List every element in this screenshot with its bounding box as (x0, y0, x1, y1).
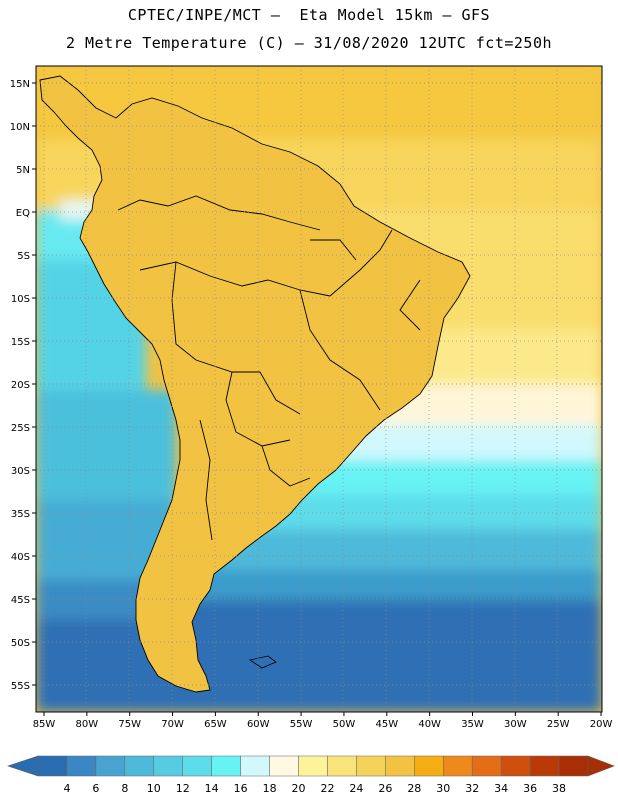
colorbar-label: 30 (436, 782, 450, 795)
longitude-axis: 85W 80W 75W 70W 65W 60W 55W 50W 45W 40W 35W 30W 25W 2… (33, 712, 613, 730)
lat-label: 10S (11, 294, 30, 305)
lat-label: 20S (11, 380, 30, 391)
lat-label: 15S (11, 337, 30, 348)
colorbar-swatch (182, 755, 212, 777)
colorbar-swatch (558, 755, 589, 777)
colorbar-label: 26 (378, 782, 392, 795)
falkland-islands (248, 655, 277, 669)
colorbar-swatch (385, 755, 415, 777)
colorbar-label: 4 (63, 782, 70, 795)
colorbar-label: 12 (176, 782, 190, 795)
lon-label: 45W (375, 719, 398, 730)
lon-label: 30W (504, 719, 527, 730)
lon-label: 85W (33, 719, 56, 730)
lon-label: 55W (290, 719, 313, 730)
colorbar-min-arrow (7, 755, 39, 777)
colorbar-swatch (124, 755, 155, 777)
map-frame (35, 65, 603, 713)
colorbar-swatch (471, 755, 502, 777)
lat-label: 40S (11, 552, 30, 563)
lat-label: 5S (17, 251, 30, 262)
colorbar-swatch (95, 755, 126, 777)
lon-label: 50W (333, 719, 356, 730)
lat-label: 35S (11, 509, 30, 520)
borders (39, 75, 471, 693)
colorbar-label: 24 (349, 782, 363, 795)
colorbar-label: 28 (407, 782, 421, 795)
lon-label: 40W (418, 719, 441, 730)
colorbar-swatch (298, 755, 328, 777)
colorbar-swatch (66, 755, 97, 777)
colorbar-swatch (327, 755, 357, 777)
colorbar-label: 36 (523, 782, 537, 795)
colorbar-swatch (443, 755, 473, 777)
colorbar-swatch (240, 755, 270, 777)
colorbar-label: 20 (292, 782, 306, 795)
colorbar-label: 16 (234, 782, 248, 795)
lat-label: 30S (11, 466, 30, 477)
lat-label: 25S (11, 423, 30, 434)
lon-label: 75W (118, 719, 141, 730)
lat-label: 10N (10, 122, 30, 133)
colorbar-label: 18 (263, 782, 277, 795)
colorbar-swatch (414, 755, 444, 777)
colorbar-label: 6 (92, 782, 99, 795)
colorbar-swatch (153, 755, 183, 777)
lat-label: 50S (11, 638, 30, 649)
map-title-line1: CPTEC/INPE/MCT – Eta Model 15km – GFS (127, 6, 491, 24)
map-title-line2: 2 Metre Temperature (C) – 31/08/2020 12U… (65, 34, 553, 52)
lon-label: 65W (204, 719, 227, 730)
map-field (36, 66, 602, 712)
colorbar-label: 10 (147, 782, 161, 795)
colorbar-swatch (529, 755, 560, 777)
lon-label: 60W (247, 719, 270, 730)
lon-label: 70W (161, 719, 184, 730)
latitude-axis: 15N 10N 5N EQ 5S 10S 15S 20S 25S 30S 35S 40S 45S 50S 5… (10, 79, 36, 692)
colorbar-label: 22 (320, 782, 334, 795)
lat-label: 55S (11, 681, 30, 692)
lon-label: 80W (76, 719, 99, 730)
lat-label: EQ (16, 208, 30, 219)
colorbar-label: 38 (552, 782, 566, 795)
lon-label: 35W (461, 719, 484, 730)
lat-label: 45S (11, 595, 30, 606)
colorbar-swatch (37, 755, 68, 777)
colorbar-swatch (356, 755, 386, 777)
colorbar-label: 34 (494, 782, 508, 795)
colorbar-label: 14 (205, 782, 219, 795)
colorbar-swatch (269, 755, 299, 777)
colorbar-swatch (500, 755, 531, 777)
lat-label: 5N (16, 165, 30, 176)
lat-label: 15N (10, 79, 30, 90)
colorbar-swatch (211, 755, 241, 777)
colorbar: 4 6 8 10 12 14 16 18 20 22 24 26 28 30 32 34 36 38 (7, 755, 615, 795)
lon-label: 20W (590, 719, 613, 730)
lon-label: 25W (547, 719, 570, 730)
colorbar-label: 32 (465, 782, 479, 795)
colorbar-max-arrow (587, 755, 615, 777)
colorbar-label: 8 (121, 782, 128, 795)
